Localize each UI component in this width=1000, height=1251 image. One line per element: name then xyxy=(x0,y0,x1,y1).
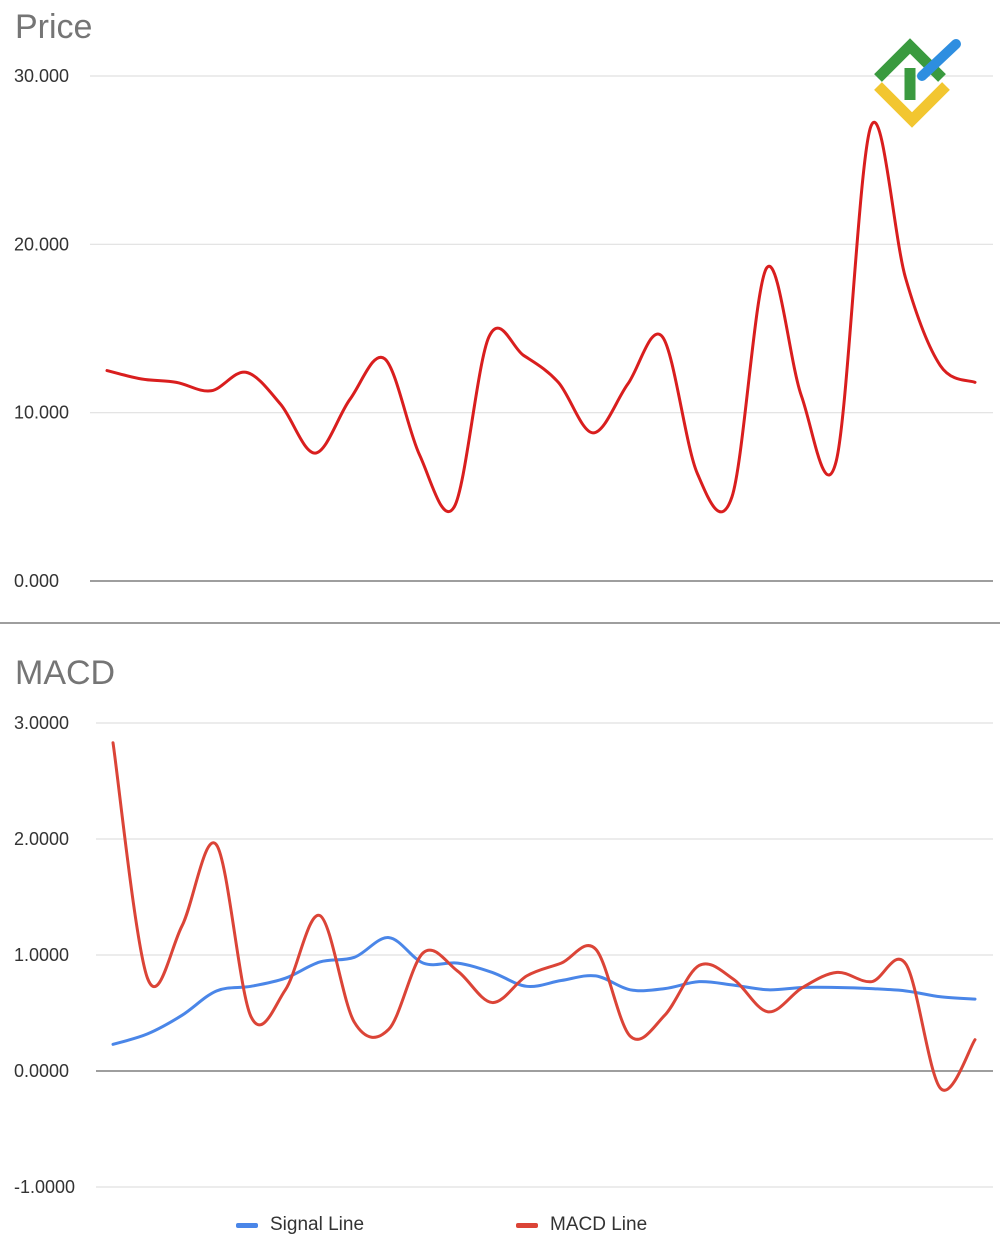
legend-label-signal: Signal Line xyxy=(270,1214,365,1235)
legend-swatch-macd xyxy=(516,1222,538,1228)
panel-divider xyxy=(0,622,1000,624)
macd-signal-line-path xyxy=(111,936,977,1046)
macd-ytick-label: 1.0000 xyxy=(14,945,69,965)
macd-legend: Signal Line MACD Line xyxy=(0,1214,1000,1244)
price-chart-title: Price xyxy=(15,8,93,46)
price-ytick-label: 20.000 xyxy=(14,234,69,254)
macd-ytick-label: 0.0000 xyxy=(14,1061,69,1081)
brand-logo-icon xyxy=(874,38,961,128)
legend-item-macd-line[interactable]: MACD Line xyxy=(516,1214,647,1236)
legend-label-macd: MACD Line xyxy=(550,1214,648,1235)
macd-ytick-label: 3.0000 xyxy=(14,713,69,733)
legend-item-signal-line[interactable]: Signal Line xyxy=(236,1214,364,1236)
macd-macd-line-path xyxy=(111,741,977,1092)
price-ytick-label: 10.000 xyxy=(14,403,69,423)
macd-chart-panel: MACD -1.0000 0.0000 1.0000 2.0000 3.0000 xyxy=(0,624,1000,1251)
price-series-0-path xyxy=(105,121,977,514)
macd-chart-svg: -1.0000 0.0000 1.0000 2.0000 3.0000 xyxy=(14,713,993,1197)
price-chart-panel: Price 0.000 10.000 20.000 30.000 xyxy=(0,0,1000,622)
legend-swatch-signal xyxy=(236,1222,258,1228)
price-ytick-label: 0.000 xyxy=(14,571,59,591)
macd-ytick-label: -1.0000 xyxy=(14,1177,75,1197)
price-chart-svg: 0.000 10.000 20.000 30.000 xyxy=(14,66,993,591)
macd-chart-title: MACD xyxy=(15,654,116,692)
price-ytick-label: 30.000 xyxy=(14,66,69,86)
macd-ytick-label: 2.0000 xyxy=(14,829,69,849)
